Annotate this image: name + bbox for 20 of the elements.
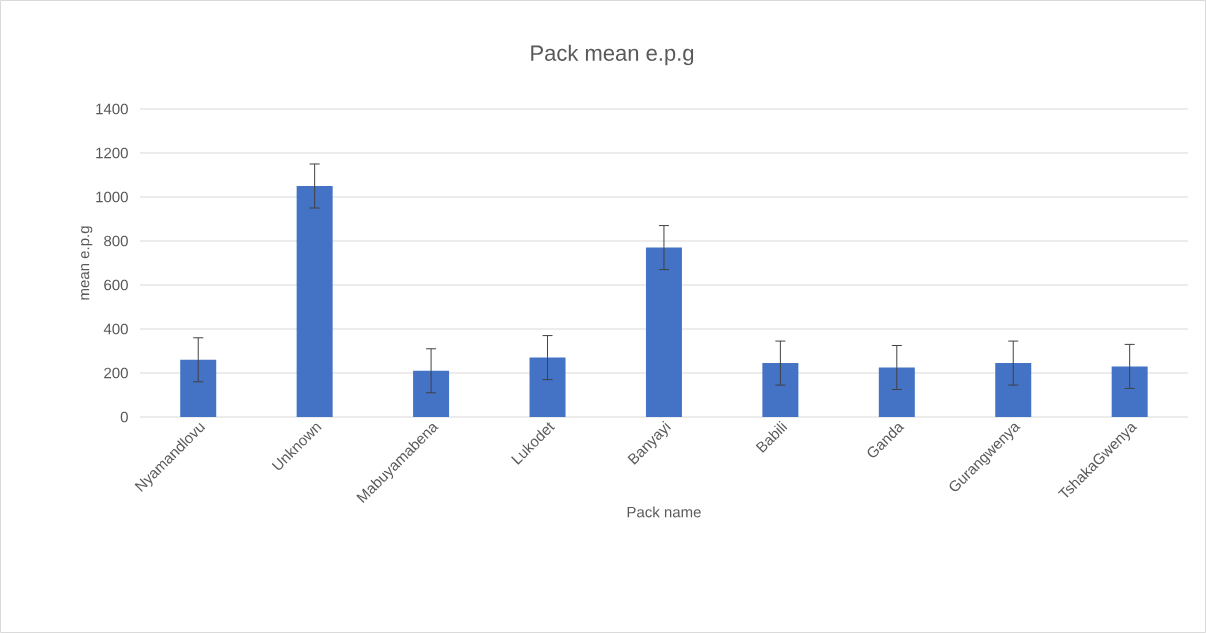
x-axis-title: Pack name — [627, 506, 701, 518]
bar — [995, 363, 1032, 417]
y-tick-label: 1400 — [96, 103, 128, 115]
bar — [762, 363, 799, 417]
bar — [296, 185, 333, 417]
y-tick-label: 800 — [104, 235, 128, 247]
y-axis-title: mean e.p.g — [81, 226, 93, 300]
y-tick-label: 200 — [104, 367, 128, 379]
y-tick-label: 1200 — [96, 147, 128, 159]
bar — [1111, 366, 1148, 417]
bar — [529, 357, 566, 417]
y-tick-label: 400 — [103, 323, 128, 335]
y-tick-label: 1000 — [96, 191, 128, 203]
y-tick-label: 600 — [104, 279, 128, 291]
chart-title: Pack mean e.p.g — [531, 44, 694, 66]
bar — [645, 247, 682, 417]
y-tick-label: 0 — [120, 411, 128, 423]
bar — [413, 370, 450, 417]
bar — [180, 359, 217, 417]
bar — [878, 367, 915, 417]
